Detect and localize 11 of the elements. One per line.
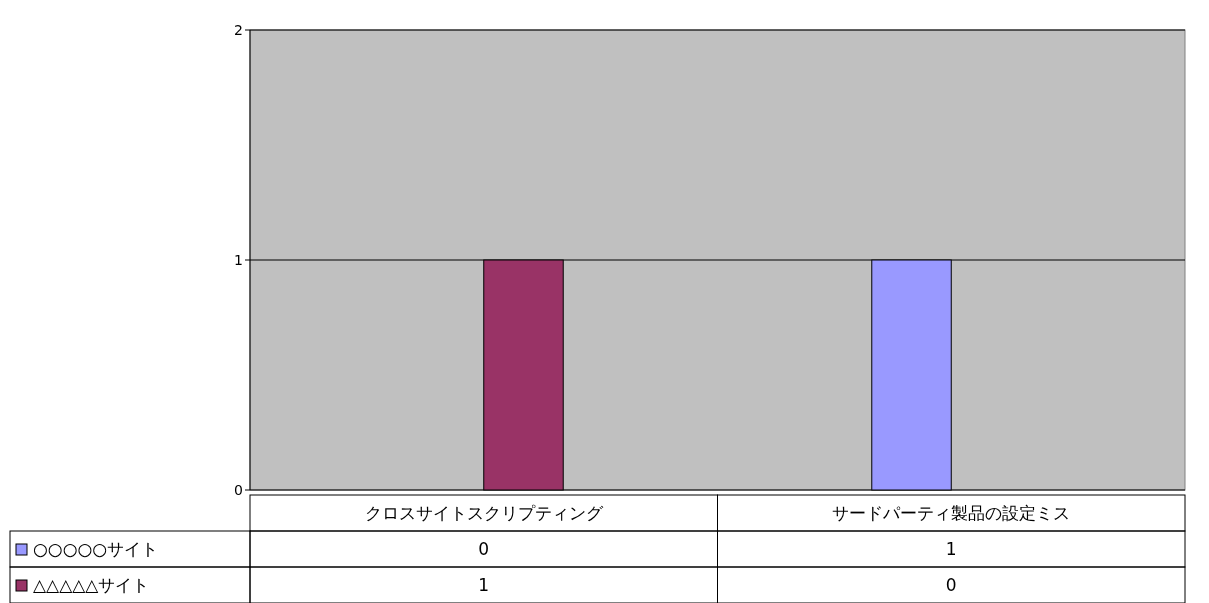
data-label: 0	[478, 539, 490, 559]
y-tick-label: 2	[234, 22, 243, 38]
y-tick-label: 0	[234, 482, 243, 498]
data-label: 1	[945, 539, 957, 559]
x-tick-label: クロスサイトスクリプティング	[364, 503, 604, 523]
legend-label: ○○○○○サイト	[33, 539, 159, 559]
legend-label: △△△△△サイト	[33, 575, 150, 595]
data-label: 1	[478, 575, 490, 595]
x-tick-label: サードパーティ製品の設定ミス	[832, 503, 1071, 523]
data-label: 0	[945, 575, 957, 595]
y-tick-label: 1	[234, 252, 243, 268]
